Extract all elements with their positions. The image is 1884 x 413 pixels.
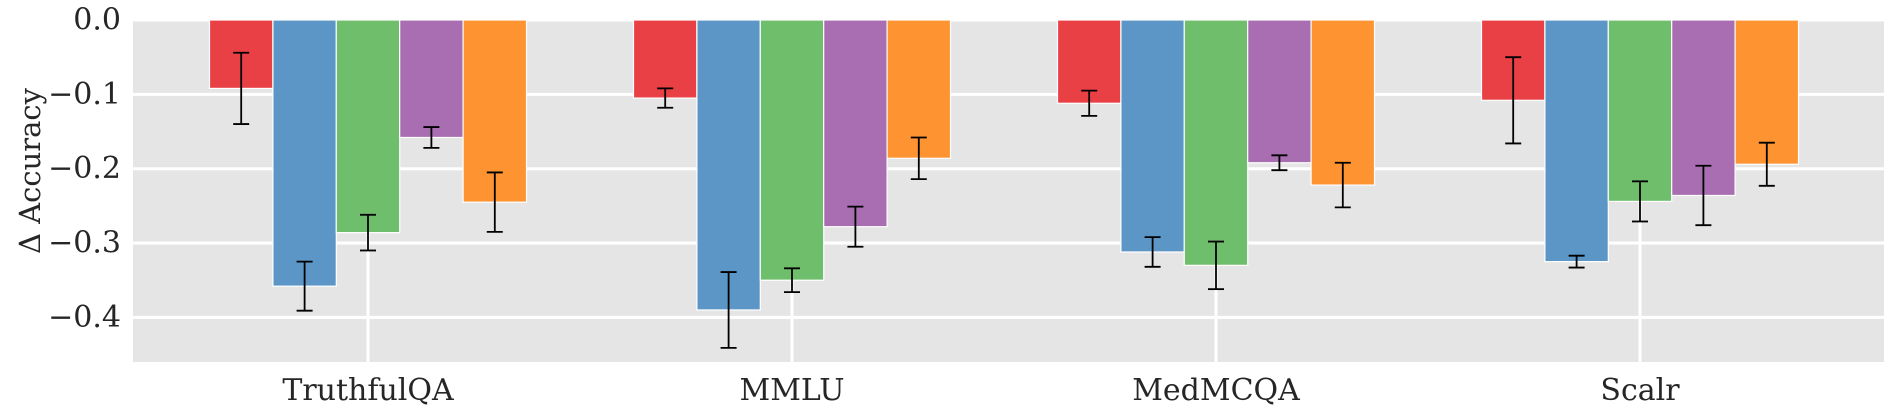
y-axis-label: Δ Accuracy: [13, 87, 47, 254]
x-category-label: MMLU: [740, 373, 845, 408]
y-tick-label: −0.1: [48, 77, 121, 112]
bar: [823, 19, 888, 228]
y-tick-label: −0.2: [48, 151, 121, 186]
bar: [1120, 19, 1185, 253]
error-bars: [233, 51, 1775, 349]
bars: [208, 19, 1800, 311]
x-category-label: TruthfulQA: [282, 373, 454, 408]
bar: [399, 19, 464, 139]
bar: [1544, 19, 1609, 263]
bar: [1607, 19, 1673, 203]
bar: [1247, 19, 1312, 164]
bar: [335, 19, 401, 234]
bar: [1183, 19, 1249, 266]
y-tick-label: 0.0: [73, 3, 121, 38]
bar: [696, 19, 761, 311]
x-category-label: Scalr: [1600, 373, 1680, 408]
bar: [272, 19, 337, 287]
bar: [632, 19, 698, 99]
y-tick-labels: 0.0 −0.1 −0.2 −0.3 −0.4: [48, 3, 121, 335]
bar: [1056, 19, 1122, 104]
x-category-labels: TruthfulQA MMLU MedMCQA Scalr: [282, 373, 1680, 408]
bar: [1734, 19, 1800, 165]
y-tick-label: −0.3: [48, 226, 121, 261]
bar: [1310, 19, 1376, 186]
x-category-label: MedMCQA: [1132, 373, 1300, 408]
bar: [759, 19, 825, 281]
bar: [886, 19, 952, 159]
y-tick-label: −0.4: [48, 300, 121, 335]
